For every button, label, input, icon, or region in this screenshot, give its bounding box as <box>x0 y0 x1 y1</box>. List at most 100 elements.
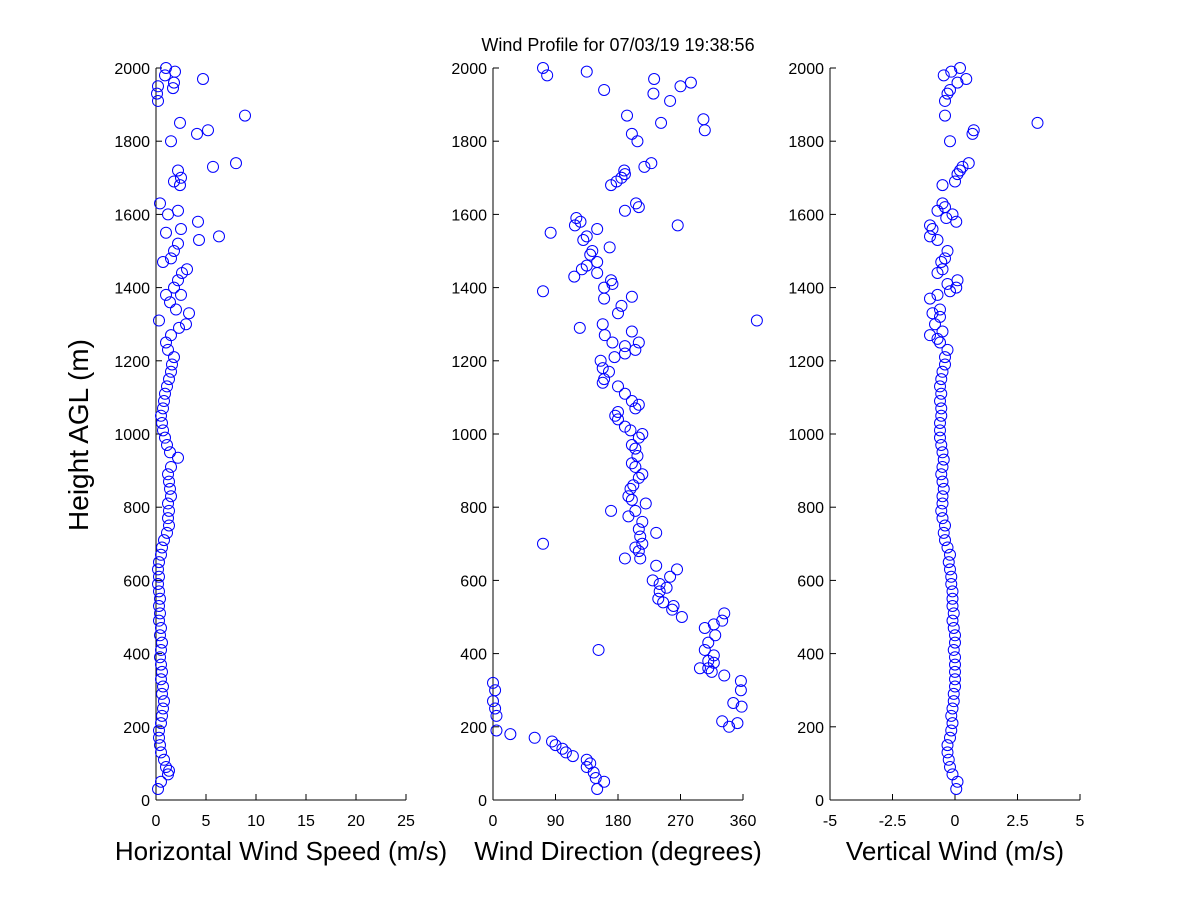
vertical-data-point <box>937 69 950 82</box>
direction-data-point <box>596 362 609 375</box>
vertical-data-point <box>962 157 975 170</box>
speed-data-point <box>157 680 169 693</box>
direction-data-point <box>589 772 602 785</box>
speed-data-point <box>207 160 219 173</box>
speed-data-point <box>202 124 214 137</box>
vertical-xtick-label: -2.5 <box>879 813 907 830</box>
direction-data-point <box>624 482 637 495</box>
direction-data-point <box>598 775 611 788</box>
vertical-data-point <box>936 365 949 378</box>
speed-data-point <box>157 702 169 715</box>
speed-data-point <box>164 482 176 495</box>
speed-data-point <box>152 578 164 591</box>
vertical-x-axis-label: Vertical Wind (m/s) <box>846 836 1064 866</box>
direction-data-point <box>618 204 631 217</box>
direction-data-point <box>647 87 660 100</box>
direction-data-point <box>632 471 645 484</box>
vertical-data-point <box>924 292 936 305</box>
vertical-data-point <box>944 731 956 744</box>
speed-data-point <box>168 175 180 188</box>
direction-data-point <box>566 750 579 763</box>
speed-data-point <box>153 570 165 583</box>
direction-data-point <box>598 83 611 96</box>
speed-data-point <box>197 72 209 85</box>
direction-data-point <box>622 490 635 503</box>
direction-data-point <box>602 365 615 378</box>
speed-data-point <box>175 288 187 301</box>
speed-data-point <box>193 234 205 247</box>
speed-data-point <box>155 621 167 634</box>
vertical-data-point <box>926 307 939 320</box>
direction-data-point <box>629 541 642 554</box>
vertical-data-point <box>941 343 954 356</box>
direction-data-point <box>630 197 643 210</box>
vertical-data-point <box>951 274 964 287</box>
speed-ytick-label: 1400 <box>114 281 150 298</box>
direction-ytick-label: 1800 <box>451 134 487 151</box>
speed-data-point <box>165 460 177 473</box>
vertical-data-point <box>947 643 960 656</box>
vertical-data-point <box>946 600 959 613</box>
speed-xtick-label: 20 <box>347 813 365 830</box>
direction-data-point <box>652 592 665 605</box>
speed-data-point <box>157 255 169 268</box>
direction-xtick-label: 270 <box>667 813 694 830</box>
direction-data-point <box>636 515 649 528</box>
speed-data-point <box>160 62 172 74</box>
speed-data-point <box>183 307 195 320</box>
direction-data-point <box>716 715 729 728</box>
direction-data-point <box>490 724 503 737</box>
direction-data-point <box>655 116 668 129</box>
speed-data-point <box>172 204 184 217</box>
vertical-data-point <box>937 453 950 466</box>
vertical-data-point <box>945 65 958 78</box>
vertical-data-point <box>931 234 944 247</box>
direction-data-point <box>504 728 517 741</box>
direction-ytick-label: 400 <box>460 647 487 664</box>
direction-data-point <box>618 420 631 433</box>
vertical-data-point <box>941 739 954 752</box>
direction-data-point <box>650 559 663 572</box>
direction-data-point <box>618 347 631 360</box>
speed-data-point <box>155 775 167 788</box>
vertical-data-point <box>946 592 959 605</box>
direction-data-point <box>559 746 572 759</box>
direction-data-point <box>693 662 706 675</box>
speed-panel: 0 200 400 600 800 1000 1200 1400 1600 1800 2000 0 5 1… <box>114 61 447 866</box>
direction-data-point <box>629 343 642 356</box>
direction-data-point <box>537 285 549 298</box>
vertical-data-point <box>936 325 949 338</box>
speed-data-point <box>153 600 165 613</box>
speed-data-point <box>157 402 169 415</box>
speed-xtick-label: 15 <box>297 813 315 830</box>
vertical-data-point <box>924 329 936 342</box>
speed-data-point <box>181 263 193 276</box>
vertical-data-point <box>949 175 961 188</box>
direction-data-point <box>612 413 624 426</box>
vertical-data-point <box>936 475 949 488</box>
direction-panel: 0 200 400 600 800 1000 1200 1400 1600 1800 2000 0 90… <box>451 61 763 866</box>
speed-ytick-label: 200 <box>123 720 150 737</box>
vertical-data-point <box>926 223 939 236</box>
vertical-data-point <box>949 658 961 671</box>
vertical-ytick-label: 1000 <box>788 427 824 444</box>
speed-data-point <box>156 417 168 430</box>
speed-data-point <box>213 230 225 243</box>
speed-data-point <box>155 658 167 671</box>
vertical-data-point <box>941 245 954 257</box>
vertical-data-point <box>936 490 949 503</box>
direction-data-point <box>586 245 599 257</box>
speed-data-point <box>152 94 164 107</box>
direction-data-point <box>716 614 729 627</box>
vertical-xtick-label: 5 <box>1076 813 1085 830</box>
direction-data-point <box>606 336 619 349</box>
direction-data-point <box>727 697 740 710</box>
speed-data-point <box>168 281 180 294</box>
speed-ytick-label: 0 <box>141 793 150 810</box>
direction-data-point <box>636 428 649 440</box>
speed-data-point <box>154 197 166 210</box>
direction-data-point <box>490 709 503 722</box>
speed-data-point <box>155 717 167 730</box>
direction-data-point <box>612 406 624 419</box>
